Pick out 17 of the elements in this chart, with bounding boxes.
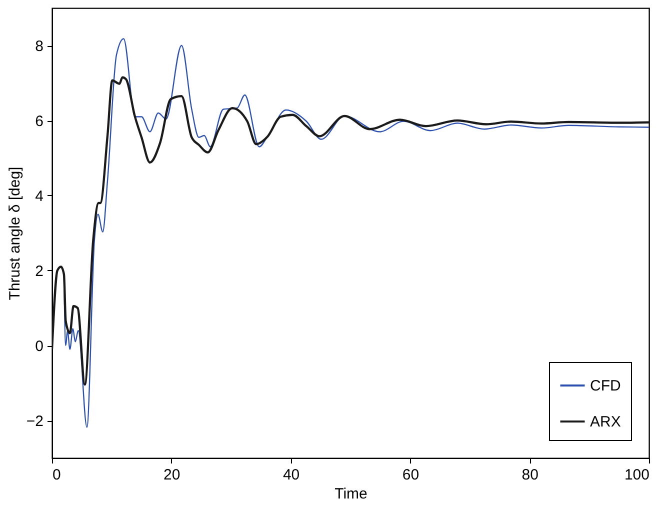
y-tick-label: 8 — [35, 38, 44, 55]
y-tick-label: 0 — [35, 338, 44, 355]
y-tick-label: 6 — [35, 113, 44, 130]
x-tick-label: 20 — [164, 466, 180, 484]
x-tick-label: 0 — [52, 466, 61, 484]
x-tick-label: 60 — [402, 466, 420, 484]
line-series — [63, 38, 649, 428]
x-tick-label: 80 — [522, 466, 538, 484]
y-axis-title: Thrust angle δ [deg] — [6, 166, 24, 300]
x-axis-title: Time — [334, 486, 368, 502]
y-tick-label: −2 — [26, 413, 44, 430]
y-tick-label: 2 — [35, 263, 44, 280]
y-tick-label: 4 — [35, 188, 44, 205]
x-tick-label: 40 — [282, 466, 300, 484]
legend-label: CFD — [590, 378, 621, 394]
x-tick-label: 100 — [624, 466, 650, 484]
legend-label: ARX — [590, 414, 621, 430]
